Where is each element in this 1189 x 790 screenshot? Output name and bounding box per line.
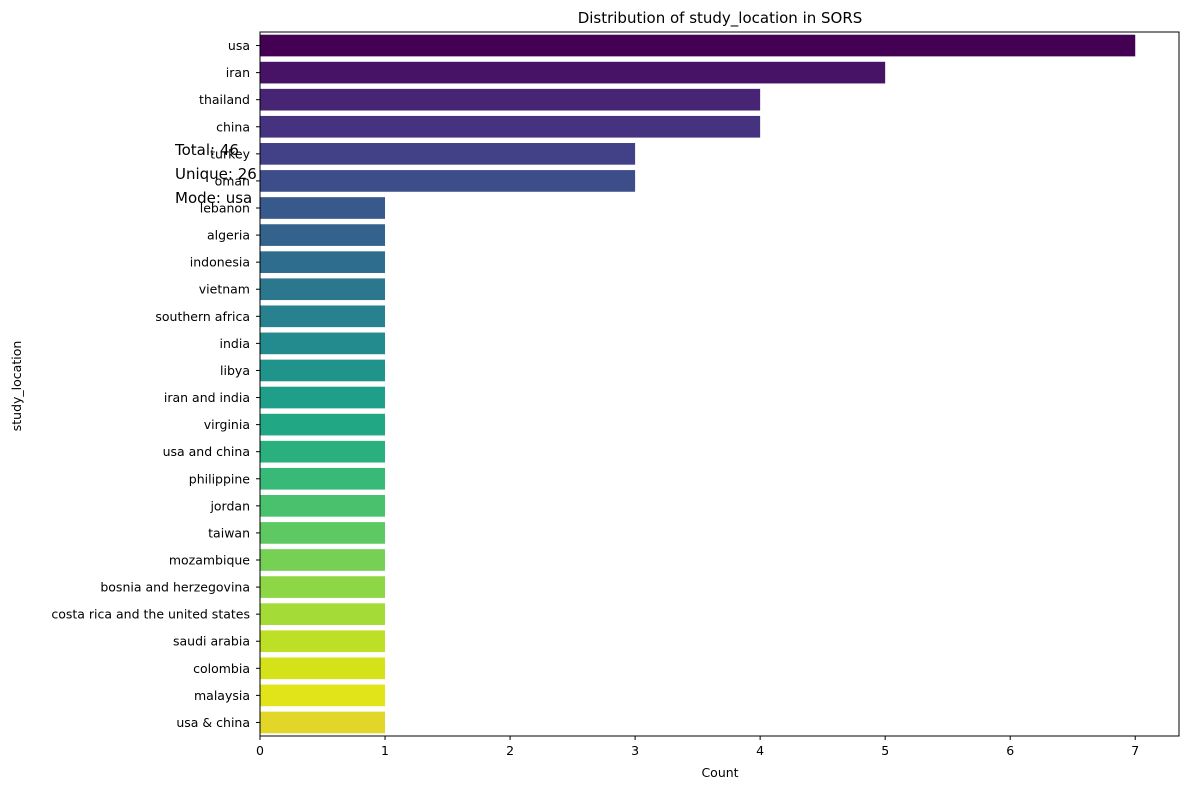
y-tick-label: jordan — [209, 498, 250, 513]
bar — [260, 467, 386, 490]
stats-annotation-line: Total: 46 — [174, 141, 239, 159]
bar — [260, 61, 886, 84]
x-tick-label: 0 — [256, 743, 264, 758]
y-axis-ticks: usa iran thailand china turkey oman lebanon alg… — [51, 38, 260, 730]
bar — [260, 251, 386, 273]
x-tick-label: 2 — [506, 743, 514, 758]
bar — [260, 386, 386, 409]
stats-annotation-line: Unique: 26 — [175, 165, 257, 183]
y-tick-label: turkey — [210, 146, 250, 161]
bar — [260, 603, 386, 625]
y-tick-label: costa rica and the united states — [51, 607, 250, 622]
bar — [260, 170, 636, 192]
y-tick-label: usa — [228, 38, 250, 53]
y-tick-label: virginia — [204, 417, 250, 432]
bar — [260, 34, 1136, 57]
bar — [260, 576, 386, 598]
y-tick-label: bosnia and herzegovina — [100, 580, 250, 595]
x-tick-label: 5 — [881, 743, 889, 758]
bar — [260, 549, 386, 571]
x-tick-label: 1 — [381, 743, 389, 758]
y-tick-label: oman — [215, 173, 250, 188]
y-tick-label: thailand — [199, 92, 250, 107]
stats-annotation: Total: 46 Unique: 26 Mode: usa — [174, 141, 257, 207]
bar — [260, 143, 636, 165]
plot-frame — [259, 31, 1180, 737]
bar — [260, 359, 386, 382]
y-tick-label: libya — [220, 363, 250, 378]
y-tick-label: indonesia — [190, 255, 250, 270]
bars-group — [260, 34, 1136, 734]
y-tick-label: usa and china — [163, 444, 250, 459]
stats-annotation-line: Mode: usa — [175, 189, 252, 207]
bar — [260, 197, 386, 219]
x-tick-label: 7 — [1131, 743, 1139, 758]
bar — [260, 413, 386, 436]
plot-border — [259, 31, 1180, 737]
y-axis-label: study_location — [9, 341, 24, 432]
y-tick-label: india — [220, 336, 250, 351]
y-tick-label: malaysia — [194, 688, 250, 703]
y-tick-label: vietnam — [199, 282, 250, 297]
y-tick-label: iran — [226, 65, 250, 80]
bar — [260, 711, 386, 734]
bar — [260, 684, 386, 707]
bar — [260, 440, 386, 463]
y-tick-label: iran and india — [164, 390, 250, 405]
y-tick-label: colombia — [193, 661, 250, 676]
x-tick-label: 4 — [756, 743, 764, 758]
y-tick-label: philippine — [189, 471, 251, 486]
bar — [260, 278, 386, 301]
bar — [260, 657, 386, 680]
bar — [260, 495, 386, 517]
x-axis-label: Count — [701, 765, 738, 780]
bar — [260, 115, 761, 138]
bar — [260, 88, 761, 111]
y-tick-label: china — [216, 119, 250, 134]
x-tick-label: 6 — [1006, 743, 1014, 758]
y-tick-label: saudi arabia — [173, 634, 250, 649]
y-tick-label: southern africa — [155, 309, 250, 324]
y-tick-label: lebanon — [200, 201, 250, 216]
y-tick-label: mozambique — [169, 553, 250, 568]
y-tick-label: taiwan — [208, 525, 250, 540]
bar — [260, 305, 386, 328]
bar — [260, 522, 386, 544]
x-axis-ticks: 0 1 2 3 4 5 6 7 — [256, 736, 1139, 758]
y-tick-label: usa & china — [176, 715, 250, 730]
bar — [260, 332, 386, 355]
chart-title: Distribution of study_location in SORS — [578, 9, 863, 28]
bar — [260, 224, 386, 246]
y-tick-label: algeria — [207, 228, 250, 243]
x-tick-label: 3 — [631, 743, 639, 758]
bar — [260, 630, 386, 653]
